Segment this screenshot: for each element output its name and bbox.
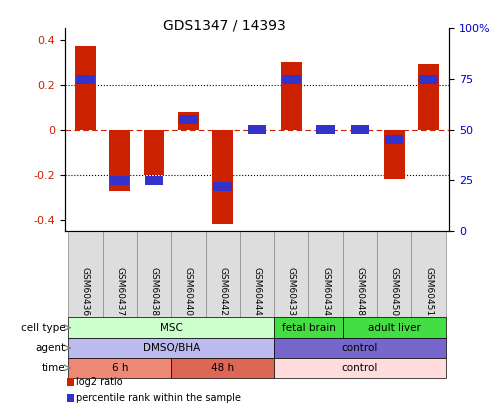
Text: cell type: cell type [21, 323, 65, 333]
Text: GSM60438: GSM60438 [150, 266, 159, 315]
Text: 48 h: 48 h [211, 363, 234, 373]
Bar [281, 62, 301, 130]
Bar [418, 64, 439, 130]
Bar [66, 394, 74, 402]
Bar [179, 115, 198, 124]
Bar [137, 231, 171, 317]
Text: GSM60448: GSM60448 [355, 266, 364, 315]
Text: adult liver: adult liver [368, 323, 421, 333]
Bar [316, 125, 335, 134]
Bar [214, 182, 232, 191]
Bar [68, 317, 274, 338]
Text: GDS1347 / 14393: GDS1347 / 14393 [163, 18, 286, 32]
Bar [411, 231, 446, 317]
Text: time: time [42, 363, 65, 373]
Bar [66, 378, 74, 386]
Text: control: control [342, 343, 378, 353]
Bar [308, 231, 343, 317]
Text: percentile rank within the sample: percentile rank within the sample [76, 393, 241, 403]
Text: DMSO/BHA: DMSO/BHA [143, 343, 200, 353]
Text: log2 ratio: log2 ratio [76, 377, 122, 387]
Bar [248, 125, 266, 134]
Text: GSM60436: GSM60436 [81, 266, 90, 315]
Bar [274, 358, 446, 378]
Text: GSM60450: GSM60450 [390, 266, 399, 315]
Bar [343, 317, 446, 338]
Bar [103, 231, 137, 317]
Text: control: control [342, 363, 378, 373]
Bar [178, 112, 199, 130]
Bar [213, 130, 233, 224]
Bar [68, 231, 103, 317]
Text: GSM60444: GSM60444 [252, 267, 261, 315]
Bar [240, 231, 274, 317]
Bar [171, 358, 274, 378]
Bar [144, 130, 164, 175]
Text: agent: agent [35, 343, 65, 353]
Bar [110, 176, 129, 185]
Bar [343, 231, 377, 317]
Text: fetal brain: fetal brain [281, 323, 335, 333]
Bar [145, 176, 163, 185]
Bar [206, 231, 240, 317]
Bar [384, 130, 405, 179]
Text: GSM60434: GSM60434 [321, 266, 330, 315]
Bar [171, 231, 206, 317]
Bar [385, 135, 404, 144]
Bar [419, 75, 438, 83]
Text: MSC: MSC [160, 323, 183, 333]
Bar [76, 75, 95, 83]
Bar [282, 75, 300, 83]
Bar [68, 358, 171, 378]
Text: GSM60442: GSM60442 [218, 267, 227, 315]
Bar [351, 125, 369, 134]
Bar [377, 231, 411, 317]
Bar [274, 231, 308, 317]
Bar [68, 338, 274, 358]
Bar [274, 317, 343, 338]
Text: GSM60433: GSM60433 [287, 266, 296, 315]
Bar [109, 130, 130, 190]
Text: GSM60440: GSM60440 [184, 266, 193, 315]
Text: GSM60437: GSM60437 [115, 266, 124, 315]
Bar [274, 338, 446, 358]
Text: GSM60451: GSM60451 [424, 266, 433, 315]
Text: 6 h: 6 h [111, 363, 128, 373]
Bar [75, 46, 96, 130]
